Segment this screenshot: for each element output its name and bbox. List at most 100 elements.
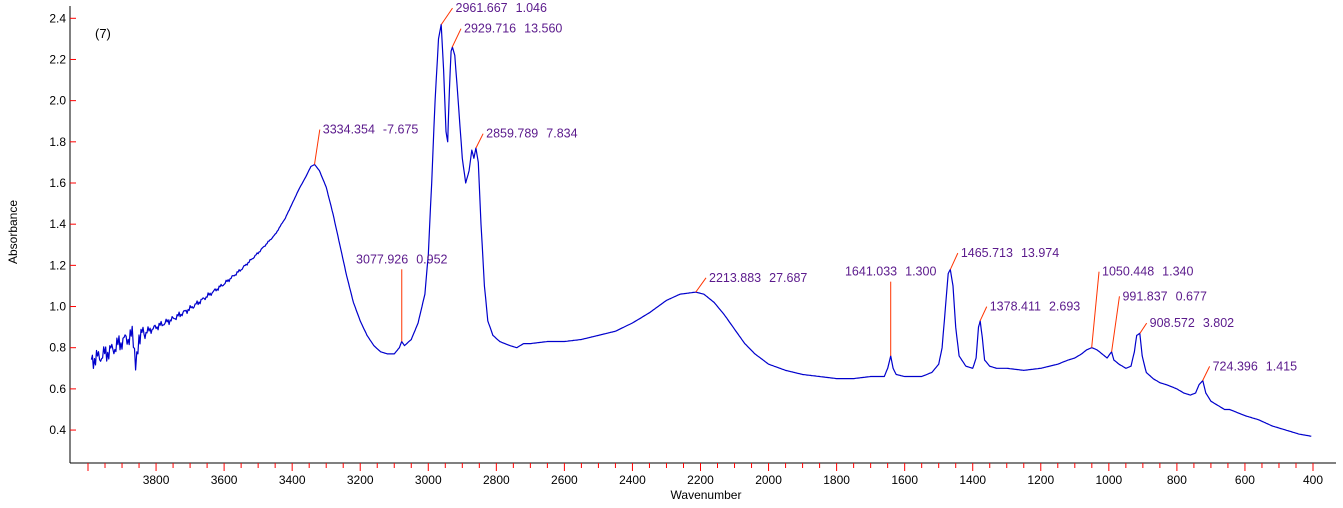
peak-value: 13.974 <box>1021 246 1059 260</box>
peak-leader-line <box>1111 296 1120 352</box>
peak-label: 2929.716 13.560 <box>464 22 562 36</box>
y-tick-label: 2.4 <box>49 11 66 25</box>
x-tick-label: 3400 <box>279 473 306 487</box>
peak-wavenumber: 724.396 <box>1213 359 1258 373</box>
x-tick-label: 1800 <box>823 473 850 487</box>
peak-wavenumber: 908.572 <box>1150 316 1195 330</box>
x-tick-label: 2400 <box>619 473 646 487</box>
peak-label: 3334.354 -7.675 <box>323 123 419 137</box>
peak-label: 724.396 1.415 <box>1213 359 1298 373</box>
y-tick-label: 1.4 <box>49 217 66 231</box>
x-tick-label: 400 <box>1303 473 1323 487</box>
x-tick-label: 2800 <box>483 473 510 487</box>
peak-annotation: 724.396 1.415 <box>1202 359 1298 381</box>
peak-leader-line <box>949 252 959 270</box>
peak-wavenumber: 1378.411 <box>990 300 1041 314</box>
peak-wavenumber: 2961.667 <box>456 1 508 15</box>
y-tick-label: 0.6 <box>49 382 66 396</box>
spectrum-series <box>90 23 1312 437</box>
peak-label: 2213.883 27.687 <box>709 271 807 285</box>
y-tick-label: 1.6 <box>49 176 66 190</box>
x-tick-label: 1400 <box>959 473 986 487</box>
peak-leader-line <box>314 129 321 165</box>
peak-annotation: 1465.713 13.974 <box>949 246 1059 270</box>
peak-wavenumber: 2213.883 <box>709 271 761 285</box>
x-tick-label: 3800 <box>143 473 170 487</box>
spectrum-line <box>90 23 1312 437</box>
peak-value: -7.675 <box>383 123 418 137</box>
y-tick-label: 0.8 <box>49 341 66 355</box>
peak-value: 1.340 <box>1162 265 1193 279</box>
x-axis: 3800 3600 3400 3200 3000 2800 2600 2400 2200 2000… <box>70 462 1336 487</box>
peak-leader-line <box>1091 271 1100 348</box>
x-tick-label: 3000 <box>415 473 442 487</box>
peak-wavenumber: 991.837 <box>1122 289 1167 303</box>
y-axis-title: Absorbance <box>6 200 20 264</box>
x-tick-label: 2000 <box>755 473 782 487</box>
peak-leader-line <box>451 28 462 48</box>
peak-value: 3.802 <box>1203 316 1234 330</box>
peak-leader-line <box>475 133 484 149</box>
x-tick-label: 800 <box>1167 473 1187 487</box>
peak-value: 13.560 <box>524 22 562 36</box>
peak-label: 1465.713 13.974 <box>961 246 1059 260</box>
peak-leader-line <box>440 7 453 25</box>
peak-annotation: 908.572 3.802 <box>1139 316 1235 334</box>
x-tick-label: 3200 <box>347 473 374 487</box>
peak-label: 3077.926 0.952 <box>356 252 447 266</box>
x-tick-label: 1600 <box>891 473 918 487</box>
peak-value: 1.046 <box>516 1 547 15</box>
peak-wavenumber: 2859.789 <box>486 127 538 141</box>
peak-label: 2859.789 7.834 <box>486 127 577 141</box>
peak-value: 27.687 <box>769 271 807 285</box>
y-tick-label: 2.2 <box>49 52 66 66</box>
x-tick-label: 1000 <box>1095 473 1122 487</box>
peak-value: 2.693 <box>1049 300 1080 314</box>
peak-label: 1641.033 1.300 <box>845 265 936 279</box>
peak-wavenumber: 1465.713 <box>961 246 1013 260</box>
peak-annotation: 991.837 0.677 <box>1111 289 1207 352</box>
peak-label: 991.837 0.677 <box>1122 289 1207 303</box>
y-tick-label: 2.0 <box>49 94 66 108</box>
peak-label: 1050.448 1.340 <box>1102 265 1193 279</box>
y-tick-label: 0.4 <box>49 423 66 437</box>
peak-leader-line <box>695 277 707 293</box>
peak-wavenumber: 1641.033 <box>845 265 897 279</box>
peak-annotation: 2213.883 27.687 <box>695 271 807 293</box>
peak-annotation: 3334.354 -7.675 <box>314 123 419 165</box>
x-tick-label: 3600 <box>211 473 238 487</box>
peak-wavenumber: 2929.716 <box>464 22 516 36</box>
panel-tag: (7) <box>95 26 111 41</box>
y-tick-label: 1.8 <box>49 135 66 149</box>
peak-annotation: 2961.667 1.046 <box>440 1 547 25</box>
peak-leader-line <box>1202 366 1211 381</box>
peak-value: 1.300 <box>905 265 936 279</box>
x-tick-label: 600 <box>1235 473 1255 487</box>
peak-leader-line <box>1139 322 1148 334</box>
x-tick-label: 2600 <box>551 473 578 487</box>
y-tick-label: 1.2 <box>49 258 66 272</box>
peak-label: 2961.667 1.046 <box>456 1 547 15</box>
peak-annotation: 1378.411 2.693 <box>979 300 1081 322</box>
y-tick-label: 1.0 <box>49 300 66 314</box>
x-tick-label: 2200 <box>687 473 714 487</box>
peak-label: 908.572 3.802 <box>1150 316 1235 330</box>
x-axis-title: Wavenumber <box>671 488 742 502</box>
peak-value: 0.677 <box>1176 289 1207 303</box>
peak-label: 1378.411 2.693 <box>990 300 1081 314</box>
x-tick-label: 1200 <box>1027 473 1054 487</box>
peak-wavenumber: 1050.448 <box>1102 265 1154 279</box>
peak-wavenumber: 3077.926 <box>356 252 408 266</box>
peak-value: 0.952 <box>416 252 447 266</box>
peak-annotation: 2929.716 13.560 <box>451 22 562 48</box>
peak-value: 7.834 <box>546 127 577 141</box>
peak-wavenumber: 3334.354 <box>323 123 375 137</box>
y-axis: 0.4 0.6 0.8 1.0 1.2 1.4 1.6 1.8 2.0 2.2 2.4 <box>49 6 76 463</box>
peak-annotation: 1050.448 1.340 <box>1091 265 1193 348</box>
peak-annotation: 1641.033 1.300 <box>845 265 936 356</box>
peak-annotation: 3077.926 0.952 <box>356 252 448 342</box>
peak-annotation: 2859.789 7.834 <box>475 127 578 149</box>
peak-leader-line <box>979 306 988 322</box>
